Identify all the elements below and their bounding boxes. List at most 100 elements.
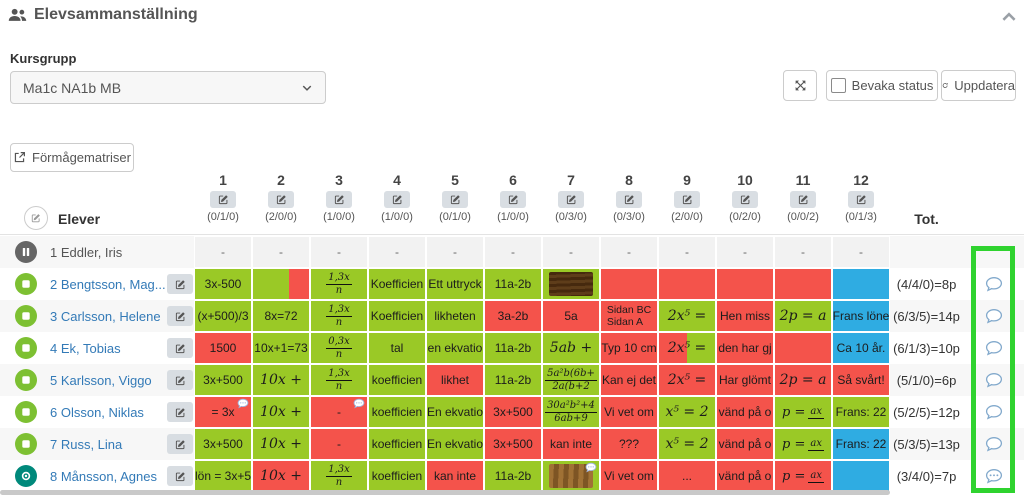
answer-cell[interactable]: p = ax	[774, 396, 832, 428]
answer-cell[interactable]: Koefficien	[368, 268, 426, 300]
answer-cell[interactable]: vänd på o	[716, 460, 774, 492]
answer-cell[interactable]: x⁵ = 2	[658, 428, 716, 460]
answer-cell[interactable]: 1,3x n	[310, 460, 368, 492]
answer-cell[interactable]: 3x+500	[484, 396, 542, 428]
answer-cell[interactable]: -	[310, 236, 368, 268]
question-edit-button[interactable]	[384, 191, 410, 208]
question-edit-button[interactable]	[616, 191, 642, 208]
answer-cell[interactable]: -	[484, 236, 542, 268]
answer-cell[interactable]: Ett uttryck	[426, 268, 484, 300]
answer-cell[interactable]: vänd på o	[716, 396, 774, 428]
answer-cell[interactable]: Vi vet om	[600, 396, 658, 428]
answer-cell[interactable]: 10x +	[252, 428, 310, 460]
answer-cell[interactable]: Vi vet om	[600, 460, 658, 492]
answer-cell[interactable]: Typ 10 cm	[600, 332, 658, 364]
answer-cell[interactable]	[832, 460, 890, 492]
answer-cell[interactable]: 1,3x n	[310, 364, 368, 396]
answer-cell[interactable]: 2p = a	[774, 364, 832, 396]
answer-cell[interactable]: -	[716, 236, 774, 268]
answer-cell[interactable]: Frans löne	[832, 300, 890, 332]
answer-cell[interactable]: -	[658, 236, 716, 268]
question-edit-button[interactable]	[326, 191, 352, 208]
answer-cell[interactable]: koefficien	[368, 428, 426, 460]
answer-cell[interactable]: -	[252, 236, 310, 268]
answer-cell[interactable]: 8x=72	[252, 300, 310, 332]
answer-cell[interactable]: 3x-500	[194, 268, 252, 300]
question-edit-button[interactable]	[674, 191, 700, 208]
answer-cell[interactable]: kan inte	[542, 428, 600, 460]
answer-cell[interactable]: koefficien	[368, 364, 426, 396]
comment-button[interactable]	[963, 300, 1024, 332]
answer-cell[interactable]: -	[426, 236, 484, 268]
answer-cell[interactable]: 11a-2b	[484, 268, 542, 300]
answer-cell[interactable]: 10x+1=73	[252, 332, 310, 364]
answer-cell[interactable]: 5ab +	[542, 332, 600, 364]
answer-cell[interactable]	[600, 268, 658, 300]
student-edit-button[interactable]	[167, 402, 193, 422]
answer-cell[interactable]: den har gj	[716, 332, 774, 364]
answer-cell[interactable]: 2x⁵ =	[658, 364, 716, 396]
student-edit-button[interactable]	[167, 434, 193, 454]
answer-cell[interactable]	[542, 460, 600, 492]
answer-cell[interactable]: 5a	[542, 300, 600, 332]
student-name[interactable]: 2 Bengtsson, Mag...	[50, 276, 166, 292]
student-name[interactable]: 7 Russ, Lina	[50, 436, 123, 452]
answer-cell[interactable]: -	[368, 236, 426, 268]
question-edit-button[interactable]	[442, 191, 468, 208]
question-edit-button[interactable]	[558, 191, 584, 208]
answer-cell[interactable]: -	[832, 236, 890, 268]
answer-cell[interactable]: 3x+500	[484, 428, 542, 460]
answer-cell[interactable]	[774, 268, 832, 300]
answer-cell[interactable]: p = ax	[774, 460, 832, 492]
answer-cell[interactable]	[716, 268, 774, 300]
answer-cell[interactable]: likheten	[426, 300, 484, 332]
horizontal-scrollbar-thumb[interactable]	[0, 490, 890, 495]
answer-cell[interactable]: -	[774, 236, 832, 268]
expand-button[interactable]	[783, 70, 817, 101]
kursgrupp-select[interactable]: Ma1c NA1b MB	[10, 71, 326, 104]
formagematriser-button[interactable]: Förmågematriser	[10, 143, 134, 172]
answer-cell[interactable]: p = ax	[774, 428, 832, 460]
answer-cell[interactable]: 10x +	[252, 364, 310, 396]
answer-cell[interactable]	[658, 268, 716, 300]
comment-button[interactable]	[963, 268, 1024, 300]
question-edit-button[interactable]	[732, 191, 758, 208]
answer-cell[interactable]: koefficien	[368, 460, 426, 492]
elever-edit-button[interactable]	[24, 206, 48, 230]
student-edit-button[interactable]	[167, 274, 193, 294]
student-name[interactable]: 4 Ek, Tobias	[50, 340, 121, 356]
answer-cell[interactable]: vänd på o	[716, 428, 774, 460]
answer-cell[interactable]: 1,3x n	[310, 268, 368, 300]
answer-cell[interactable]: 1500	[194, 332, 252, 364]
answer-cell[interactable]	[542, 268, 600, 300]
student-edit-button[interactable]	[167, 338, 193, 358]
uppdatera-button[interactable]: Uppdatera	[941, 70, 1016, 101]
answer-cell[interactable]: -	[194, 236, 252, 268]
comment-button[interactable]	[963, 460, 1024, 492]
answer-cell[interactable]: -	[310, 396, 368, 428]
answer-cell[interactable]: x⁵ = 2	[658, 396, 716, 428]
answer-cell[interactable]: kan inte	[426, 460, 484, 492]
answer-cell[interactable]: 2x⁵ =	[658, 300, 716, 332]
answer-cell[interactable]: koefficien	[368, 396, 426, 428]
answer-cell[interactable]: 10x +	[252, 396, 310, 428]
answer-cell[interactable]: ...	[658, 460, 716, 492]
question-edit-button[interactable]	[790, 191, 816, 208]
answer-cell[interactable]: 0,3x n	[310, 332, 368, 364]
student-edit-button[interactable]	[167, 466, 193, 486]
answer-cell[interactable]: likhet	[426, 364, 484, 396]
answer-cell[interactable]: 3x+500	[194, 364, 252, 396]
answer-cell[interactable]: -	[310, 428, 368, 460]
comment-button[interactable]	[963, 428, 1024, 460]
student-name[interactable]: 3 Carlsson, Helene	[50, 308, 161, 324]
answer-cell[interactable]: 10x +	[252, 460, 310, 492]
answer-cell[interactable]: En ekvatio	[426, 396, 484, 428]
answer-cell[interactable]	[774, 332, 832, 364]
answer-cell[interactable]	[832, 268, 890, 300]
answer-cell[interactable]: -	[542, 236, 600, 268]
answer-cell[interactable]: -	[600, 236, 658, 268]
student-name[interactable]: 6 Olsson, Niklas	[50, 404, 144, 420]
answer-cell[interactable]: 2p = a	[774, 300, 832, 332]
answer-cell[interactable]: (x+500)/3	[194, 300, 252, 332]
comment-button[interactable]	[963, 364, 1024, 396]
